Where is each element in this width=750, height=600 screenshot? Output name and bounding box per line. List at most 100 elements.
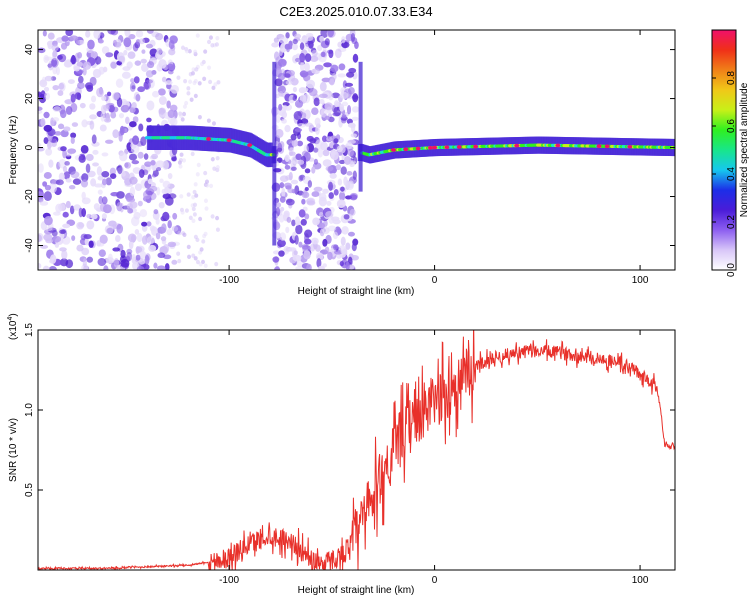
spectrogram-cell xyxy=(324,115,330,120)
spectrogram-cell xyxy=(97,257,107,267)
spectrogram-cell xyxy=(311,49,318,57)
spectrogram-cell xyxy=(138,38,146,45)
spectrogram-cell xyxy=(71,235,76,241)
spectrogram-cell xyxy=(292,38,298,45)
spectrogram-cell xyxy=(148,244,157,252)
spectrogram-cell xyxy=(55,203,63,213)
spectrogram-y-tick-label: 0 xyxy=(24,144,35,150)
spectrogram-cell xyxy=(331,92,341,99)
spectrogram-cell xyxy=(348,86,355,95)
spectrogram-cell xyxy=(85,163,91,174)
spectrogram-cell xyxy=(42,181,48,187)
spectrogram-cell xyxy=(193,234,198,240)
spectrogram-cell xyxy=(152,90,160,98)
colorbar-label: Normalized spectral amplitude xyxy=(739,82,750,217)
spectrogram-cell xyxy=(199,247,204,252)
spectrogram-cell xyxy=(300,87,309,93)
spectrogram-cell xyxy=(207,39,212,45)
spectrogram-cell xyxy=(343,176,348,186)
spectrogram-cell xyxy=(112,39,117,47)
spectrogram-cell xyxy=(318,196,327,207)
spectrogram-cell xyxy=(161,188,169,195)
spectrogram-cell xyxy=(155,32,164,41)
spectrogram-cell xyxy=(78,154,86,163)
spectrogram-cell xyxy=(303,250,311,260)
spectrogram-cell xyxy=(277,72,286,81)
spectrogram-cell xyxy=(328,192,334,199)
spectrogram-cell xyxy=(312,217,320,226)
spectrogram-cell xyxy=(161,76,167,83)
spectrogram-cell xyxy=(210,43,215,48)
spectrogram-cell xyxy=(80,145,89,154)
spectrogram-cell xyxy=(330,149,336,156)
spectrogram-cell xyxy=(61,35,69,42)
spectrogram-cell xyxy=(91,134,97,144)
snr-panel: -100 0 100 0.5 1.0 1.5 Height of straight li… xyxy=(7,313,676,596)
spectrogram-cell xyxy=(136,265,145,270)
spectrogram-cell xyxy=(101,178,107,186)
spectrogram-cell xyxy=(141,49,146,54)
spectrogram-cell xyxy=(279,36,289,45)
spectrogram-cell xyxy=(346,171,353,176)
spectrogram-x-tick-label: 100 xyxy=(632,275,649,286)
spectrogram-cell xyxy=(198,216,203,222)
spectrogram-cell xyxy=(172,212,178,220)
spectrogram-cell xyxy=(115,78,124,88)
spectrogram-cell xyxy=(52,50,58,58)
spectrogram-cell xyxy=(328,181,333,192)
snr-y-ticks: 0.5 1.0 1.5 xyxy=(24,323,675,497)
spectrogram-cell xyxy=(313,186,323,192)
spectrogram-cell xyxy=(91,95,97,103)
spectrogram-cell xyxy=(203,198,208,203)
spectrogram-cell xyxy=(284,43,291,50)
spectrogram-cell xyxy=(38,109,43,115)
spectrogram-cell xyxy=(292,95,297,102)
spectrogram-cell xyxy=(121,71,131,79)
spectrogram-cell xyxy=(328,49,334,59)
spectrogram-cell xyxy=(92,162,99,167)
spectrogram-cell xyxy=(101,46,110,55)
spectrogram-cell xyxy=(137,200,143,207)
spectrogram-cell xyxy=(215,215,220,221)
spectrogram-cell xyxy=(99,124,107,132)
spectrogram-cell xyxy=(315,125,320,135)
spectrogram-cell xyxy=(90,178,97,187)
spectrogram-cell xyxy=(194,193,199,198)
spectrogram-cell xyxy=(317,147,324,158)
spectrogram-cell xyxy=(127,208,134,214)
spectrogram-cell xyxy=(129,186,136,197)
spectrogram-cell xyxy=(335,164,342,171)
spectrogram-cell xyxy=(308,40,314,49)
spectrogram-cell xyxy=(128,240,134,250)
colorbar-tick-label: 0.6 xyxy=(726,119,737,133)
spectrogram-cell xyxy=(311,166,316,174)
spectrogram-cell xyxy=(120,258,130,268)
spectrogram-cell xyxy=(301,191,310,199)
spectrogram-cell xyxy=(316,258,322,268)
spectrogram-y-tick-label: 20 xyxy=(24,93,35,105)
spectrogram-cell xyxy=(192,212,197,217)
spectrogram-cell xyxy=(311,191,320,198)
spectrogram-cell xyxy=(63,171,70,180)
spectrogram-cell xyxy=(171,225,179,232)
spectrogram-cell xyxy=(285,198,295,206)
spectrogram-cell xyxy=(141,235,148,245)
spectrogram-cell xyxy=(168,48,176,56)
spectrogram-cell xyxy=(325,136,333,142)
spectrogram-cell xyxy=(179,194,184,199)
spectrogram-cell xyxy=(331,73,337,81)
snr-x-tick-label: 0 xyxy=(432,575,438,586)
spectrogram-cell xyxy=(304,186,309,192)
spectrogram-cell xyxy=(44,184,52,191)
spectrogram-cell xyxy=(273,51,280,61)
spectrogram-cell xyxy=(341,226,349,235)
spectrogram-x-tick-label: -100 xyxy=(219,275,239,286)
spectrogram-cell xyxy=(319,35,325,43)
spectrogram-cell xyxy=(340,166,347,175)
spectrogram-cell xyxy=(131,102,137,109)
spectrogram-cell xyxy=(352,170,357,181)
spectrogram-cell xyxy=(285,32,290,39)
spectrogram-cell xyxy=(305,32,314,38)
spectrogram-cell xyxy=(62,223,71,229)
spectrogram-cell xyxy=(65,178,72,183)
